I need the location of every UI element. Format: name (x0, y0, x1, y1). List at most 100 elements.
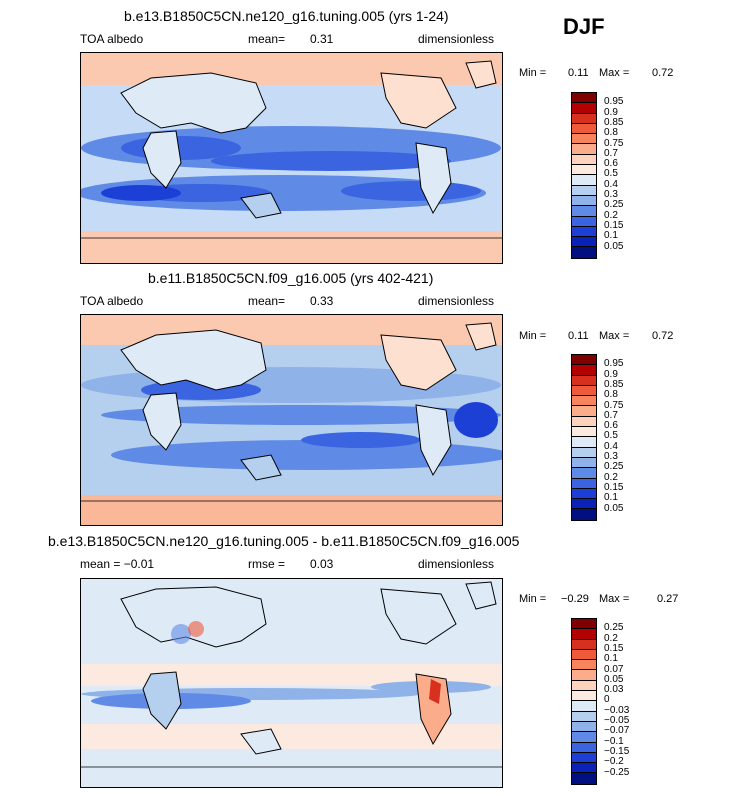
panel2-map (80, 314, 503, 526)
colorbar-swatch (572, 406, 596, 417)
panel3-title: b.e13.B1850C5CN.ne120_g16.tuning.005 - b… (48, 533, 520, 549)
colorbar-swatch (572, 691, 596, 702)
panel2-max-value: 0.72 (652, 330, 674, 342)
panel1-mean-value: 0.31 (310, 32, 334, 46)
colorbar-tick-label: 0.7 (604, 409, 618, 421)
colorbar-swatch (572, 237, 596, 248)
panel1-units: dimensionless (418, 32, 495, 46)
panel3-units: dimensionless (418, 557, 495, 571)
colorbar-tick-label: 0 (604, 694, 610, 706)
colorbar-tick-label: 0.85 (604, 116, 624, 128)
colorbar-swatch (572, 206, 596, 217)
colorbar-swatch (572, 396, 596, 407)
panel1-min-value: 0.11 (568, 67, 589, 79)
colorbar-swatch (572, 216, 596, 227)
colorbar-swatch (572, 144, 596, 155)
colorbar-swatch (572, 355, 596, 366)
colorbar-swatch (572, 247, 596, 258)
colorbar-tick-label: 0.85 (604, 378, 624, 390)
panel1-max-label: Max = (599, 67, 630, 79)
panel2-colorbar (571, 354, 597, 521)
colorbar-swatch (572, 103, 596, 114)
colorbar-tick-label: 0.3 (604, 451, 618, 462)
colorbar-swatch (572, 427, 596, 438)
colorbar-tick-label: 0.15 (604, 219, 624, 231)
colorbar-tick-label: 0.9 (604, 368, 618, 380)
colorbar-swatch (572, 437, 596, 448)
colorbar-tick-label: 0.3 (604, 189, 618, 200)
panel3-max-value: 0.27 (657, 593, 679, 605)
colorbar-swatch (572, 680, 596, 692)
colorbar-swatch (572, 478, 596, 489)
colorbar-tick-label: 0.75 (604, 137, 624, 149)
colorbar-tick-label: 0.95 (604, 96, 624, 108)
colorbar-swatch (572, 488, 596, 500)
colorbar-swatch (572, 447, 596, 458)
colorbar-swatch (572, 509, 596, 520)
colorbar-swatch (572, 365, 596, 376)
panel3-rmse-value: 0.03 (310, 557, 334, 571)
colorbar-tick-label: 0.95 (604, 358, 624, 370)
panel1-min-label: Min = (519, 67, 547, 79)
colorbar-tick-label: 0.9 (604, 106, 618, 118)
colorbar-tick-label: 0.4 (604, 178, 618, 190)
colorbar-tick-label: 0.03 (604, 684, 624, 696)
panel2-title: b.e11.B1850C5CN.f09_g16.005 (yrs 402-421… (148, 270, 434, 286)
colorbar-tick-label: −0.2 (604, 756, 624, 768)
panel3-map (80, 578, 503, 788)
colorbar-swatch (572, 113, 596, 124)
colorbar-tick-label: −0.15 (604, 745, 630, 757)
panel2-mean-label: mean= (248, 294, 286, 308)
colorbar-tick-label: 0.2 (604, 471, 618, 483)
colorbar-tick-label: 0.6 (604, 158, 618, 170)
panel3-mean-text: mean = −0.01 (80, 557, 155, 571)
colorbar-swatch (572, 763, 596, 774)
colorbar-tick-label: 0.5 (604, 430, 618, 442)
colorbar-swatch (572, 375, 596, 386)
panel1-max-value: 0.72 (652, 67, 674, 79)
colorbar-tick-label: 0.2 (604, 632, 618, 644)
panel1-variable-label: TOA albedo (80, 32, 144, 46)
colorbar-tick-label: 0.05 (604, 502, 624, 514)
panel3-colorbar (571, 618, 597, 785)
colorbar-swatch (572, 670, 596, 681)
colorbar-tick-label: 0.1 (604, 230, 618, 242)
colorbar-swatch (572, 385, 596, 397)
panel2-units: dimensionless (418, 294, 495, 308)
panel3-min-value: −0.29 (561, 593, 589, 605)
colorbar-swatch (572, 154, 596, 166)
panel3-max-label: Max = (599, 593, 630, 605)
colorbar-swatch (572, 649, 596, 661)
colorbar-swatch (572, 732, 596, 743)
panel2-max-label: Max = (599, 330, 630, 342)
colorbar-swatch (572, 639, 596, 650)
colorbar-tick-label: 0.05 (604, 240, 624, 252)
colorbar-swatch (572, 468, 596, 479)
panel1-colorbar (571, 92, 597, 259)
colorbar-swatch (572, 619, 596, 630)
colorbar-swatch (572, 773, 596, 784)
colorbar-swatch (572, 185, 596, 196)
colorbar-swatch (572, 93, 596, 104)
colorbar-tick-label: 0.6 (604, 420, 618, 432)
colorbar-tick-label: 0.7 (604, 147, 618, 159)
colorbar-tick-label: 0.07 (604, 663, 624, 675)
colorbar-tick-label: 0.8 (604, 127, 618, 139)
colorbar-tick-label: 0.1 (604, 653, 618, 665)
colorbar-tick-label: 0.2 (604, 209, 618, 221)
panel2-min-value: 0.11 (568, 330, 589, 342)
colorbar-swatch (572, 416, 596, 428)
colorbar-tick-label: −0.25 (604, 766, 630, 778)
panel1-map (80, 52, 503, 264)
panel1-mean-label: mean= (248, 32, 286, 46)
panel1-title: b.e13.B1850C5CN.ne120_g16.tuning.005 (yr… (124, 8, 449, 24)
panel3-min-label: Min = (519, 593, 547, 605)
colorbar-swatch (572, 499, 596, 510)
colorbar-swatch (572, 175, 596, 186)
colorbar-swatch (572, 660, 596, 671)
colorbar-swatch (572, 226, 596, 238)
panel2-min-label: Min = (519, 330, 547, 342)
colorbar-swatch (572, 721, 596, 733)
colorbar-tick-label: 0.8 (604, 389, 618, 401)
colorbar-swatch (572, 742, 596, 753)
